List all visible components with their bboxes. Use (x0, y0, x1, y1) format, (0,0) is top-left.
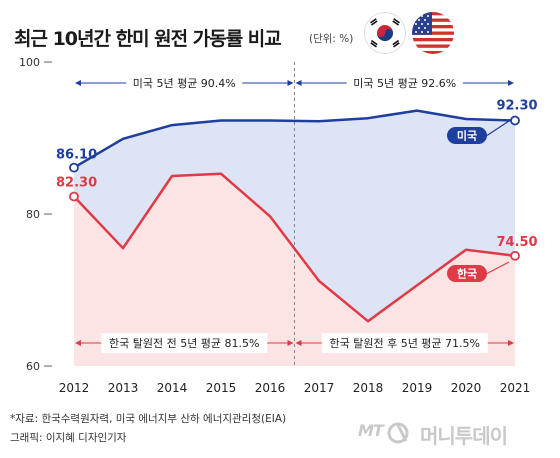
x-tick-label: 2020 (451, 381, 482, 395)
chart-title: 최근 10년간 한미 원전 가동률 비교 (14, 28, 282, 50)
korea-end-point (510, 250, 520, 261)
y-tick-label: 100 (19, 56, 40, 69)
x-tick-label: 2013 (108, 381, 139, 395)
usa-avg-before-label: 미국 5년 평균 90.4% (133, 77, 236, 90)
korea-avg-before-label: 한국 탈원전 전 5년 평균 81.5% (109, 337, 260, 350)
x-tick-label: 2012 (59, 381, 90, 395)
korea-legend-leader (486, 261, 510, 275)
usa-legend-pill (447, 127, 487, 144)
usa-avg-after-label-bg (346, 73, 463, 93)
x-tick-label: 2014 (157, 381, 188, 395)
chart-footer: *자료: 한국수력원자력, 미국 에너지부 산하 에너지관리청(EIA) 그래픽… (10, 410, 286, 448)
brand-mark: MT (358, 421, 384, 440)
chart-header: 최근 10년간 한미 원전 가동률 비교 (단위: %) (0, 0, 560, 60)
line-chart: 60 80 100 2012 2013 2014 2015 2016 2017 2018 2019 2… (19, 56, 538, 395)
usa-avg-after-label: 미국 5년 평균 92.6% (353, 77, 456, 90)
korea-flag-icon (364, 12, 406, 54)
korea-start-point (69, 191, 79, 202)
korea-series-line (73, 172, 516, 323)
brand-logo: MT 머니투데이 (352, 420, 552, 448)
korea-end-label: 74.50 (496, 235, 537, 250)
x-tick-label: 2017 (304, 381, 335, 395)
y-tick-label: 60 (26, 360, 40, 373)
source-text: *자료: 한국수력원자력, 미국 에너지부 산하 에너지관리청(EIA) (10, 413, 287, 425)
korea-avg-after-label-bg (321, 333, 488, 353)
y-tick-label: 80 (26, 208, 40, 221)
usa-avg-before-label-bg (126, 73, 243, 93)
usa-end-label: 92.30 (496, 99, 537, 114)
x-tick-label: 2016 (255, 381, 286, 395)
brand-name: 머니투데이 (420, 424, 508, 448)
usa-series-line (73, 109, 516, 169)
korea-avg-before-label-bg (101, 333, 268, 353)
usa-start-label: 86.10 (56, 148, 97, 163)
credit-text: 그래픽: 이지혜 디자인기자 (10, 432, 127, 444)
x-tick-label: 2021 (500, 381, 531, 395)
x-tick-label: 2015 (206, 381, 237, 395)
korea-area-fill (74, 173, 515, 366)
usa-start-point (69, 162, 79, 173)
usa-area-fill (74, 110, 515, 322)
korea-start-label: 82.30 (56, 176, 97, 191)
brand-emblem-icon (387, 422, 409, 444)
usa-end-point (510, 115, 520, 126)
usa-flag-icon (412, 12, 454, 54)
korea-legend-pill (447, 265, 487, 282)
korea-legend-text: 한국 (457, 267, 477, 281)
x-tick-label: 2018 (353, 381, 384, 395)
usa-legend-leader (486, 120, 510, 137)
korea-avg-after-label: 한국 탈원전 후 5년 평균 71.5% (329, 337, 480, 350)
usa-legend-text: 미국 (457, 129, 477, 143)
x-tick-label: 2019 (402, 381, 433, 395)
unit-label: (단위: %) (309, 33, 354, 45)
